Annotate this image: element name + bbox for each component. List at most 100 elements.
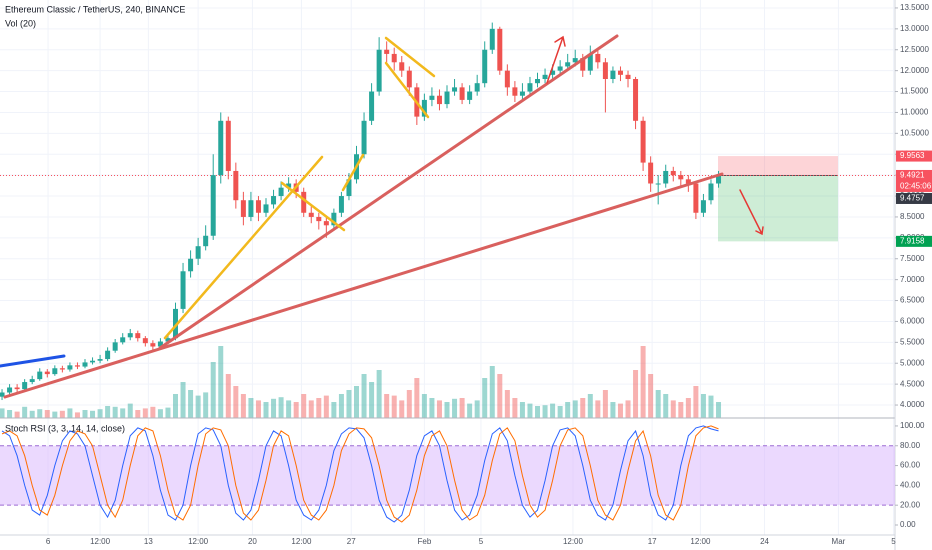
volume-bar bbox=[376, 370, 382, 418]
volume-bar bbox=[90, 410, 96, 418]
y-tick-label: 5.5000 bbox=[900, 337, 925, 346]
candle-body bbox=[97, 359, 103, 361]
candle-body bbox=[188, 258, 194, 272]
volume-bar bbox=[399, 400, 405, 418]
candle-body bbox=[670, 170, 676, 176]
volume-bar bbox=[655, 390, 661, 418]
candle-body bbox=[105, 350, 111, 360]
candle-body bbox=[90, 360, 96, 363]
x-tick-label: 12:00 bbox=[90, 537, 111, 546]
volume-bar bbox=[127, 403, 133, 418]
volume-bar bbox=[354, 386, 360, 418]
volume-bar bbox=[14, 411, 20, 418]
y-tick-label: 6.0000 bbox=[900, 317, 925, 326]
y-tick-label: 13.0000 bbox=[900, 24, 929, 33]
candle-body bbox=[497, 28, 503, 71]
candle-body bbox=[489, 28, 495, 50]
candle-body bbox=[195, 246, 201, 259]
y-tick-label: 12.5000 bbox=[900, 45, 929, 54]
candle-body bbox=[263, 204, 269, 213]
y-tick-label: 80.00 bbox=[900, 441, 921, 450]
candle-body bbox=[135, 333, 141, 339]
volume-bar bbox=[293, 402, 299, 418]
candle-body bbox=[218, 120, 224, 176]
volume-bar bbox=[29, 410, 35, 418]
volume-bar bbox=[414, 378, 420, 418]
candle-body bbox=[74, 365, 80, 367]
candle-body bbox=[602, 62, 608, 80]
candle-body bbox=[482, 49, 488, 84]
volume-bar bbox=[120, 408, 126, 418]
volume-bar bbox=[693, 386, 699, 418]
volume-bar bbox=[82, 410, 88, 418]
stoch-layer bbox=[0, 425, 895, 523]
price-label: 9.4757 bbox=[900, 194, 925, 203]
candle-body bbox=[610, 70, 616, 80]
volume-bar bbox=[369, 382, 375, 418]
volume-title: Vol (20) bbox=[5, 18, 36, 28]
volume-bar bbox=[142, 408, 148, 418]
y-tick-label: 8.5000 bbox=[900, 212, 925, 221]
candle-body bbox=[527, 83, 533, 92]
volume-bar bbox=[59, 410, 65, 418]
candle-body bbox=[210, 175, 216, 236]
volume-bar bbox=[429, 398, 435, 418]
volume-bar bbox=[716, 402, 722, 418]
candle-body bbox=[678, 175, 684, 180]
candle-body bbox=[391, 53, 397, 63]
price-countdown: 02:45:06 bbox=[900, 182, 932, 191]
candle-body bbox=[663, 170, 669, 184]
volume-bar bbox=[421, 394, 427, 418]
volume-bar bbox=[406, 390, 412, 418]
candle-body bbox=[557, 66, 563, 71]
y-tick-label: 12.0000 bbox=[900, 66, 929, 75]
candle-body bbox=[648, 162, 654, 184]
volume-bar bbox=[580, 398, 586, 418]
candle-body bbox=[120, 337, 126, 343]
indicator-line bbox=[1, 425, 719, 523]
volume-bar bbox=[150, 406, 156, 418]
candle-body bbox=[587, 53, 593, 71]
volume-bar bbox=[203, 392, 209, 418]
x-tick-label: Mar bbox=[832, 537, 846, 546]
volume-bar bbox=[670, 400, 676, 418]
volume-bar bbox=[180, 382, 186, 418]
candle-body bbox=[535, 79, 541, 84]
candle-body bbox=[225, 120, 231, 171]
y-tick-label: 7.5000 bbox=[900, 254, 925, 263]
volume-bar bbox=[527, 403, 533, 418]
volume-bar bbox=[278, 397, 284, 418]
x-tick-label: 13 bbox=[144, 537, 153, 546]
volume-bar bbox=[708, 395, 714, 418]
volume-bar bbox=[346, 390, 352, 418]
volume-bar bbox=[157, 409, 163, 418]
candle-body bbox=[346, 179, 352, 197]
candle-layer bbox=[0, 22, 722, 401]
volume-bar bbox=[308, 400, 314, 418]
x-tick-label: 5 bbox=[891, 537, 896, 546]
candle-body bbox=[203, 235, 209, 247]
candle-body bbox=[436, 95, 442, 105]
trend-line bbox=[3, 172, 724, 399]
volume-bar bbox=[37, 409, 43, 418]
volume-bar bbox=[602, 390, 608, 418]
candle-body bbox=[512, 87, 518, 96]
volume-bar bbox=[173, 394, 179, 418]
volume-bar bbox=[97, 409, 103, 418]
candle-body bbox=[59, 368, 65, 370]
volume-bar bbox=[535, 406, 541, 418]
volume-bar bbox=[52, 411, 58, 418]
candle-body bbox=[550, 70, 556, 75]
y-tick-label: 11.5000 bbox=[900, 87, 929, 96]
volume-bar bbox=[678, 402, 684, 418]
volume-bar bbox=[263, 402, 269, 418]
trend-line bbox=[163, 155, 324, 340]
volume-bar bbox=[248, 398, 254, 418]
volume-bar bbox=[685, 398, 691, 418]
x-tick-label: 20 bbox=[248, 537, 257, 546]
candle-body bbox=[157, 341, 163, 347]
volume-bar bbox=[572, 400, 578, 418]
volume-bar bbox=[595, 400, 601, 418]
